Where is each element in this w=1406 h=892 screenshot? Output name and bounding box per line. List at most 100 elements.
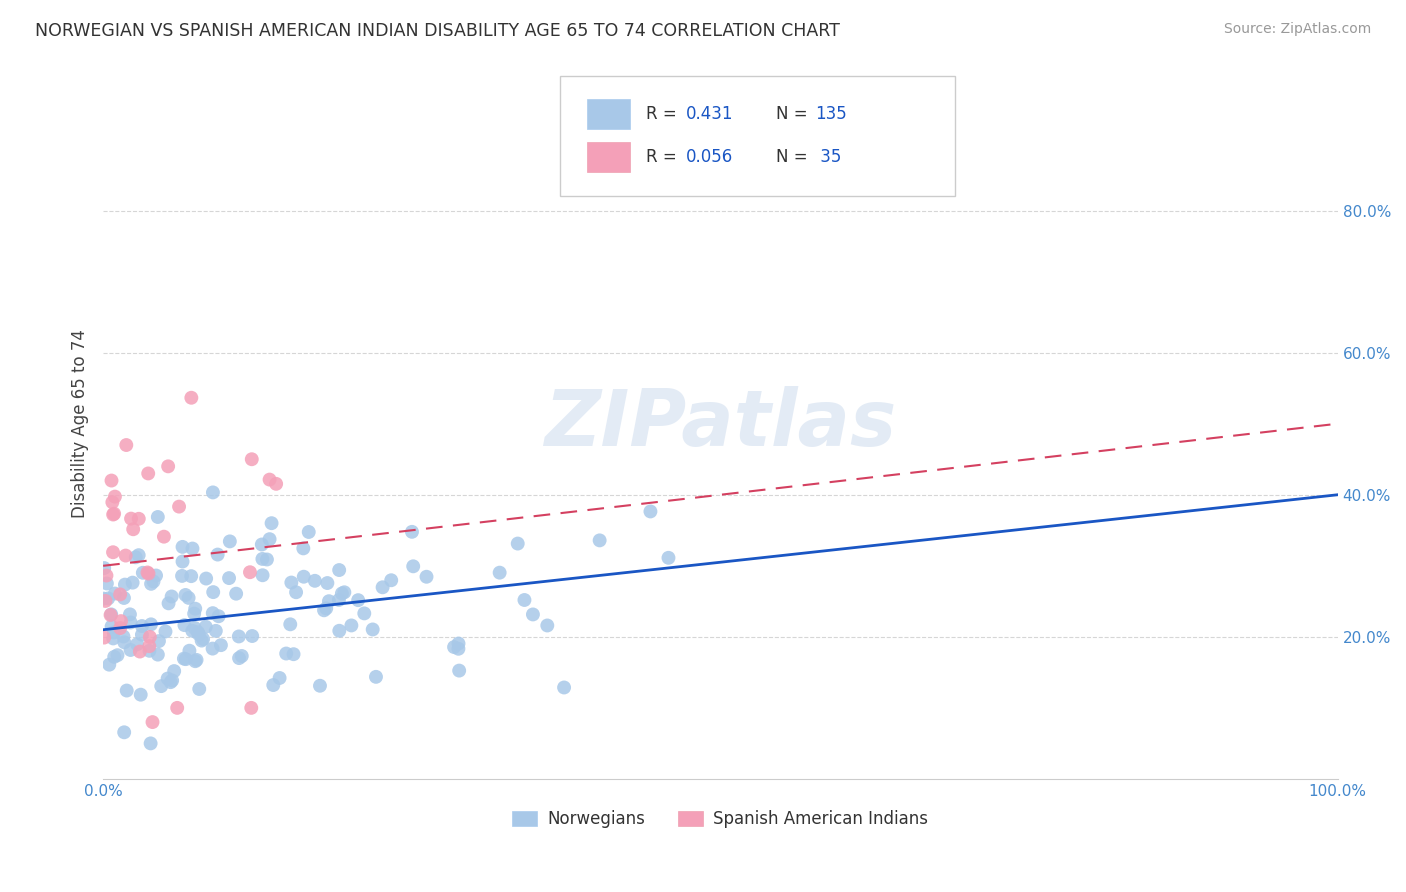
Point [259,532,281,546]
Point [256,552,278,566]
Text: NORWEGIAN VS SPANISH AMERICAN INDIAN DISABILITY AGE 65 TO 74 CORRELATION CHART: NORWEGIAN VS SPANISH AMERICAN INDIAN DIS… [35,22,839,40]
Point [122,522,145,536]
Point [315,601,337,615]
Point [139,617,162,632]
Point [100,619,122,633]
Point [101,545,124,559]
Point [173,618,195,632]
Point [181,624,204,638]
Point [401,524,423,539]
Point [316,576,339,591]
Point [333,585,356,599]
Point [120,643,142,657]
Point [312,603,335,617]
Point [132,566,155,580]
Point [96,568,118,582]
Text: R =: R = [647,105,678,123]
Legend: Norwegians, Spanish American Indians: Norwegians, Spanish American Indians [506,803,935,835]
Point [139,736,162,750]
FancyBboxPatch shape [588,99,630,129]
Point [240,629,263,643]
Point [110,614,132,628]
Text: R =: R = [647,147,678,166]
Point [131,619,153,633]
Point [278,617,301,632]
Point [264,476,287,491]
Point [184,601,207,615]
Point [129,688,152,702]
Point [97,591,120,606]
Point [174,652,197,666]
Point [328,563,350,577]
Point [108,621,131,635]
Point [104,586,127,600]
Point [240,701,263,715]
Point [252,552,274,566]
Point [231,648,253,663]
Point [121,575,143,590]
Point [93,561,115,575]
Point [209,638,232,652]
Point [640,504,662,518]
Point [146,648,169,662]
Point [285,585,308,599]
Text: 35: 35 [815,147,842,166]
Point [309,679,332,693]
Point [239,566,262,580]
Point [269,671,291,685]
Point [118,607,141,622]
Point [131,628,153,642]
Point [415,570,437,584]
Point [328,593,350,607]
Point [218,571,240,585]
Point [180,391,202,405]
Point [201,641,224,656]
Point [186,653,208,667]
Point [522,607,544,622]
Point [104,490,127,504]
Point [347,593,370,607]
Point [207,548,229,562]
Point [120,511,142,525]
Point [260,516,283,531]
Point [159,675,181,690]
Point [167,500,190,514]
Point [204,624,226,638]
Point [330,586,353,600]
Point [139,630,162,644]
FancyBboxPatch shape [588,142,630,171]
Point [657,550,679,565]
Point [138,566,160,581]
Point [353,607,375,621]
Point [328,624,350,638]
Y-axis label: Disability Age 65 to 74: Disability Age 65 to 74 [72,329,89,518]
Point [93,631,115,645]
Point [163,664,186,678]
Point [187,627,209,641]
Point [318,594,340,608]
Point [128,644,150,658]
Point [153,530,176,544]
Text: N =: N = [776,147,807,166]
Point [156,672,179,686]
Point [190,633,212,648]
Point [292,570,315,584]
Point [174,588,197,602]
Point [536,618,558,632]
Point [103,632,125,646]
Point [103,507,125,521]
Point [194,620,217,634]
Point [252,568,274,582]
Point [180,569,202,583]
Point [225,587,247,601]
Point [443,640,465,654]
Point [98,657,121,672]
Point [138,644,160,658]
Point [513,593,536,607]
Point [100,607,122,622]
Point [181,541,204,556]
Point [115,438,138,452]
Point [371,580,394,594]
Text: 0.431: 0.431 [686,105,734,123]
Point [155,624,177,639]
